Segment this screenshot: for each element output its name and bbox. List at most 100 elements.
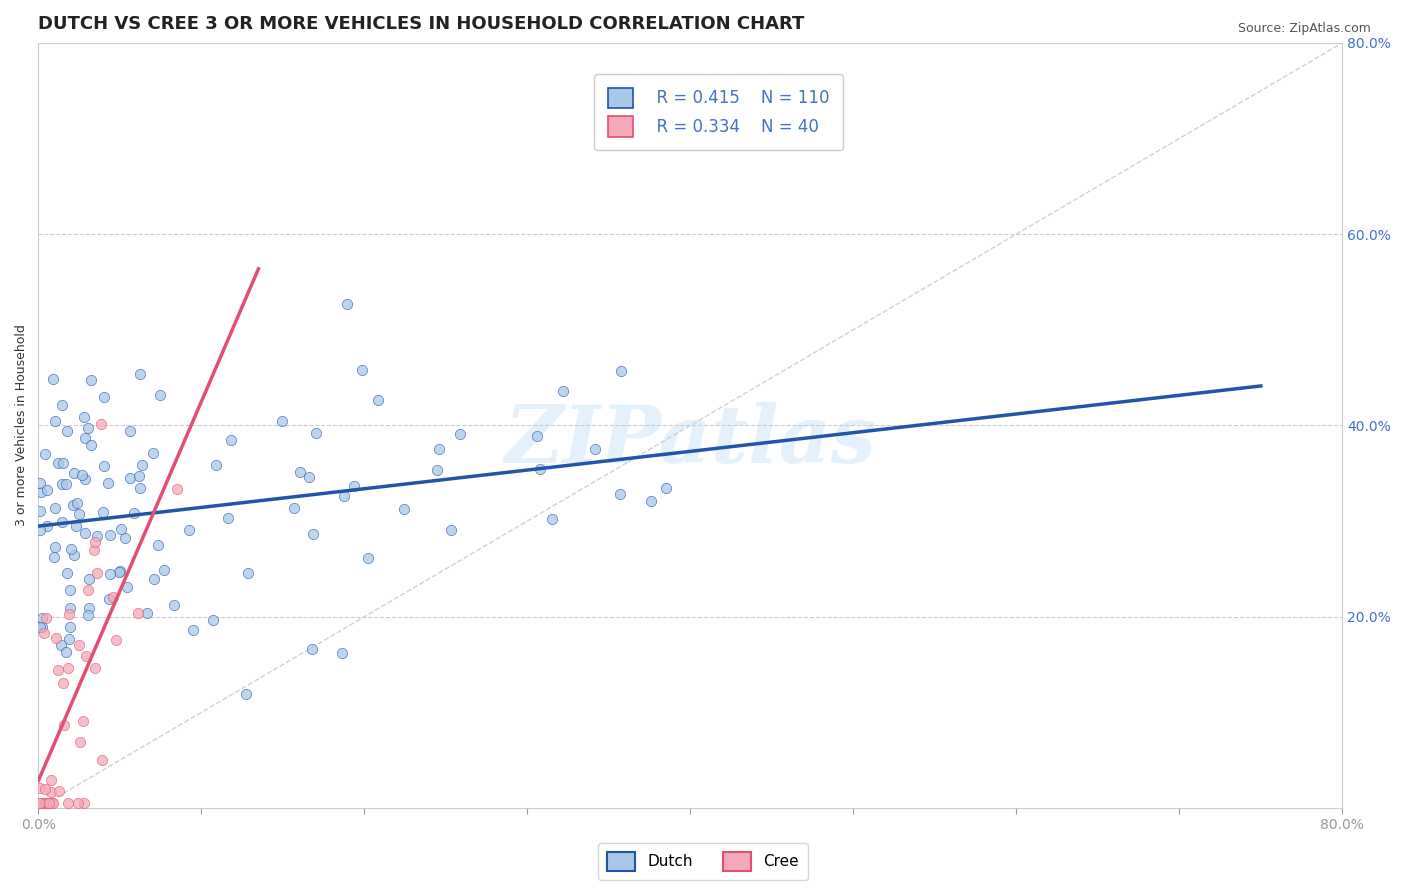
Point xyxy=(73,526,96,541)
Point xyxy=(77,583,100,598)
Point xyxy=(640,494,662,508)
Point xyxy=(39,784,62,798)
Point xyxy=(128,469,150,483)
Legend:   R = 0.415    N = 110,   R = 0.334    N = 40: R = 0.415 N = 110, R = 0.334 N = 40 xyxy=(595,74,842,150)
Point xyxy=(148,538,170,552)
Y-axis label: 3 or more Vehicles in Household: 3 or more Vehicles in Household xyxy=(15,325,28,526)
Point xyxy=(45,631,67,645)
Point xyxy=(305,425,328,440)
Point xyxy=(114,531,136,545)
Point xyxy=(179,523,201,537)
Point xyxy=(30,780,52,795)
Point xyxy=(86,529,108,543)
Point xyxy=(52,717,75,731)
Point xyxy=(610,364,633,378)
Point xyxy=(32,625,55,640)
Point xyxy=(51,476,73,491)
Text: DUTCH VS CREE 3 OR MORE VEHICLES IN HOUSEHOLD CORRELATION CHART: DUTCH VS CREE 3 OR MORE VEHICLES IN HOUS… xyxy=(38,15,804,33)
Point xyxy=(56,566,79,580)
Point xyxy=(84,660,107,674)
Point xyxy=(75,648,97,663)
Point xyxy=(583,442,606,457)
Point xyxy=(73,409,96,424)
Point xyxy=(39,773,62,788)
Point xyxy=(107,565,129,579)
Point xyxy=(120,424,142,438)
Point xyxy=(426,463,449,477)
Point xyxy=(93,390,115,404)
Point xyxy=(58,607,80,621)
Point xyxy=(48,783,70,797)
Point xyxy=(46,663,69,677)
Point xyxy=(41,796,63,810)
Point xyxy=(37,483,59,497)
Point xyxy=(28,504,51,518)
Point xyxy=(129,481,152,495)
Text: Source: ZipAtlas.com: Source: ZipAtlas.com xyxy=(1237,22,1371,36)
Point xyxy=(56,425,79,439)
Point xyxy=(110,522,132,536)
Point xyxy=(70,468,93,483)
Point xyxy=(551,384,574,399)
Point xyxy=(108,564,131,578)
Point xyxy=(31,620,53,634)
Point xyxy=(449,426,471,441)
Point xyxy=(654,481,676,495)
Point xyxy=(97,475,120,490)
Point xyxy=(101,591,124,605)
Point xyxy=(30,524,52,538)
Point xyxy=(77,573,100,587)
Point xyxy=(59,582,82,597)
Point xyxy=(51,456,73,470)
Point xyxy=(142,445,165,459)
Point xyxy=(136,606,159,620)
Point xyxy=(335,297,357,311)
Point xyxy=(143,572,166,586)
Point xyxy=(288,465,311,479)
Point xyxy=(73,431,96,445)
Point xyxy=(30,484,52,499)
Point xyxy=(529,462,551,476)
Point xyxy=(59,620,82,634)
Point xyxy=(77,421,100,435)
Point xyxy=(301,527,323,541)
Point xyxy=(38,796,60,810)
Point xyxy=(60,542,83,557)
Point xyxy=(46,456,69,470)
Point xyxy=(37,519,59,533)
Point xyxy=(427,442,450,456)
Point xyxy=(163,599,186,613)
Point xyxy=(86,566,108,580)
Point xyxy=(35,796,58,810)
Point xyxy=(59,601,82,615)
Point xyxy=(35,611,58,625)
Point xyxy=(343,479,366,493)
Point xyxy=(98,592,121,607)
Point xyxy=(205,458,228,472)
Point xyxy=(51,516,73,530)
Point xyxy=(91,505,114,519)
Point xyxy=(131,458,153,472)
Point xyxy=(62,498,84,512)
Point xyxy=(127,606,149,620)
Point xyxy=(32,796,55,810)
Point xyxy=(181,624,204,638)
Point xyxy=(235,687,257,701)
Point xyxy=(301,642,323,657)
Point xyxy=(333,489,356,503)
Point xyxy=(540,512,562,526)
Point xyxy=(63,467,86,481)
Point xyxy=(283,500,305,515)
Point xyxy=(129,367,152,381)
Point xyxy=(526,429,548,443)
Point xyxy=(439,523,461,537)
Point xyxy=(93,458,115,473)
Point xyxy=(76,608,98,623)
Legend: Dutch, Cree: Dutch, Cree xyxy=(599,843,807,880)
Point xyxy=(80,373,103,387)
Point xyxy=(238,566,260,580)
Point xyxy=(44,549,66,564)
Text: ZIPatlas: ZIPatlas xyxy=(505,402,876,480)
Point xyxy=(100,528,122,542)
Point xyxy=(44,500,66,515)
